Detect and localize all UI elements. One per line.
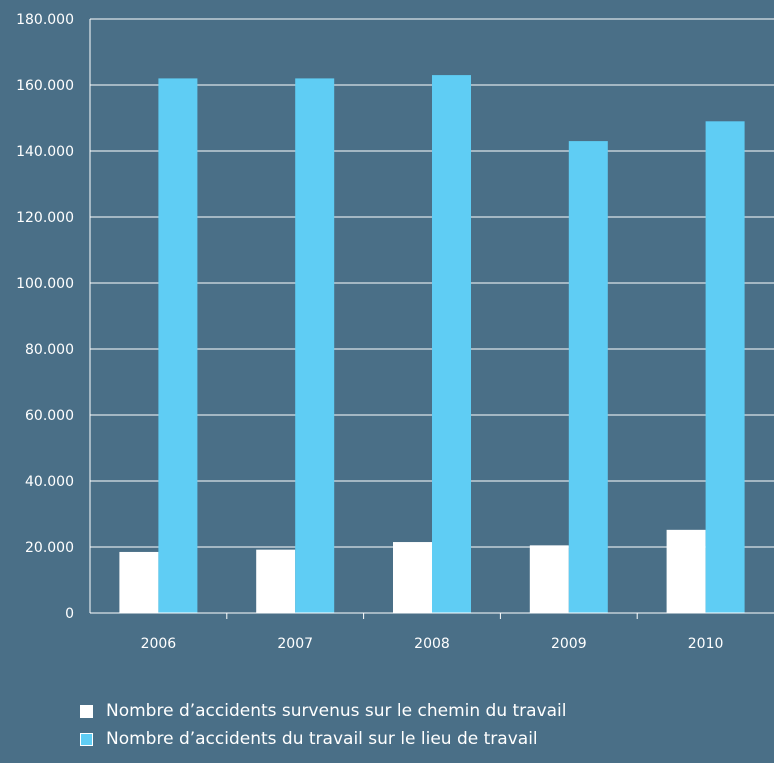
bar-lieu-2007: [295, 78, 335, 613]
bar-lieu-2006: [158, 78, 198, 613]
y-tick-label: 40.000: [25, 474, 74, 490]
legend-item-chemin: Nombre d’accidents survenus sur le chemi…: [80, 697, 567, 725]
x-tick-label: 2010: [688, 636, 724, 652]
x-tick-label: 2007: [277, 636, 313, 652]
bar-chemin-2008: [393, 542, 432, 613]
y-tick-label: 0: [65, 606, 74, 622]
legend-swatch-blue: [80, 732, 93, 746]
bar-lieu-2008: [432, 75, 471, 614]
x-tick-label: 2009: [551, 636, 587, 652]
bar-chemin-2007: [256, 549, 296, 613]
y-tick-label: 120.000: [16, 210, 74, 226]
y-axis-tick-labels: 0 20.000 40.000 60.000 80.000 100.000 120.000 1…: [16, 12, 74, 622]
y-tick-label: 140.000: [16, 144, 74, 160]
y-tick-label: 20.000: [25, 540, 74, 556]
legend-label-chemin: Nombre d’accidents survenus sur le chemi…: [106, 701, 567, 721]
y-tick-label: 100.000: [16, 276, 74, 292]
bar-lieu-2010: [705, 121, 745, 614]
y-tick-label: 60.000: [25, 408, 74, 424]
bars: [119, 75, 745, 614]
y-tick-label: 80.000: [25, 342, 74, 358]
bar-lieu-2009: [568, 141, 608, 613]
axes: [89, 19, 774, 619]
bar-chart: 0 20.000 40.000 60.000 80.000 100.000 120.000 1…: [16, 12, 774, 652]
x-tick-label: 2006: [141, 636, 177, 652]
legend: Nombre d’accidents survenus sur le chemi…: [80, 697, 567, 753]
legend-swatch-white: [80, 704, 93, 718]
x-tick-label: 2008: [414, 636, 450, 652]
bar-chemin-2010: [666, 529, 706, 613]
legend-label-lieu: Nombre d’accidents du travail sur le lie…: [106, 729, 538, 749]
y-tick-label: 160.000: [16, 78, 74, 94]
x-axis-tick-labels: 2006 2007 2008 2009 2010: [141, 636, 724, 652]
bar-chemin-2006: [119, 551, 159, 613]
bar-chemin-2009: [529, 545, 569, 613]
legend-item-lieu: Nombre d’accidents du travail sur le lie…: [80, 725, 567, 753]
y-tick-label: 180.000: [16, 12, 74, 28]
